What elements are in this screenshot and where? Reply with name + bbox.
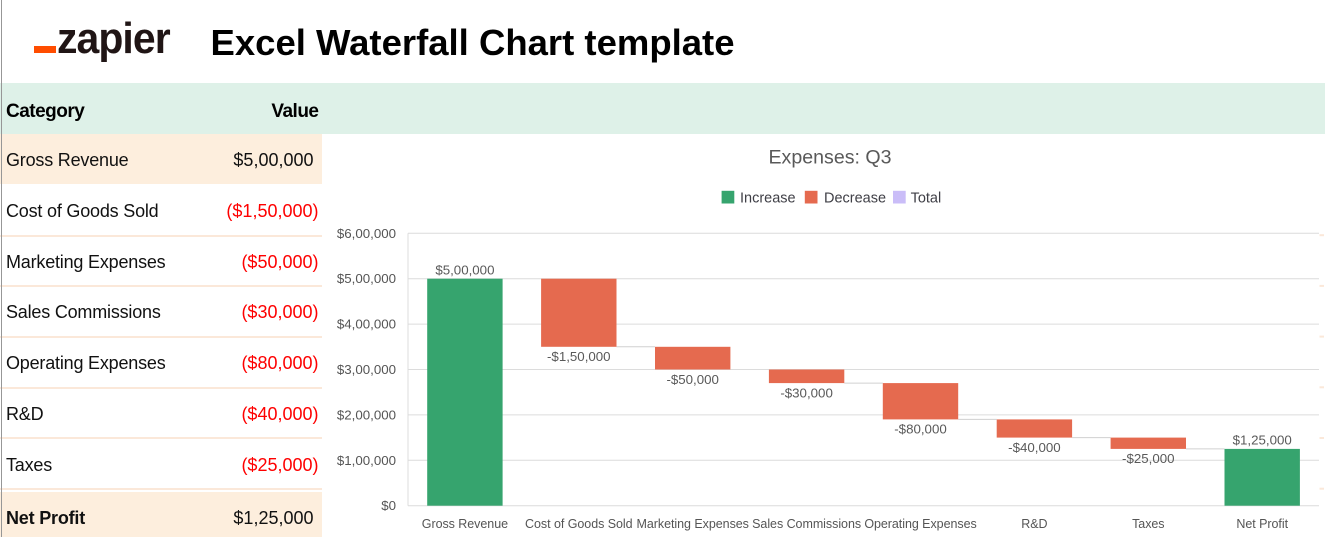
svg-text:-$1,50,000: -$1,50,000 bbox=[547, 349, 611, 364]
svg-text:-$80,000: -$80,000 bbox=[894, 422, 947, 437]
svg-text:$5,00,000: $5,00,000 bbox=[337, 271, 396, 286]
svg-text:$0: $0 bbox=[381, 498, 396, 513]
svg-text:$1,00,000: $1,00,000 bbox=[337, 453, 396, 468]
svg-text:$3,00,000: $3,00,000 bbox=[337, 362, 396, 377]
svg-text:Net Profit: Net Profit bbox=[1236, 517, 1288, 531]
svg-text:Marketing Expenses: Marketing Expenses bbox=[637, 517, 749, 531]
svg-text:Cost of Goods Sold: Cost of Goods Sold bbox=[525, 517, 633, 531]
svg-text:-$25,000: -$25,000 bbox=[1122, 451, 1175, 466]
svg-text:Taxes: Taxes bbox=[1132, 517, 1164, 531]
svg-text:Decrease: Decrease bbox=[824, 191, 886, 207]
svg-text:Expenses: Q3: Expenses: Q3 bbox=[769, 148, 892, 169]
svg-text:Operating Expenses: Operating Expenses bbox=[864, 517, 976, 531]
svg-text:Sales Commissions: Sales Commissions bbox=[752, 517, 861, 531]
svg-text:-$40,000: -$40,000 bbox=[1008, 440, 1061, 455]
svg-text:Gross Revenue: Gross Revenue bbox=[422, 517, 508, 531]
svg-text:$1,25,000: $1,25,000 bbox=[1233, 433, 1292, 448]
svg-text:$2,00,000: $2,00,000 bbox=[337, 407, 396, 422]
svg-text:Total: Total bbox=[911, 191, 942, 207]
svg-text:-$50,000: -$50,000 bbox=[666, 372, 719, 387]
svg-text:-$30,000: -$30,000 bbox=[780, 385, 833, 400]
svg-text:$6,00,000: $6,00,000 bbox=[337, 226, 396, 241]
svg-text:R&D: R&D bbox=[1021, 517, 1047, 531]
svg-text:Increase: Increase bbox=[740, 191, 796, 207]
svg-text:$5,00,000: $5,00,000 bbox=[435, 262, 494, 277]
svg-text:$4,00,000: $4,00,000 bbox=[337, 317, 396, 332]
